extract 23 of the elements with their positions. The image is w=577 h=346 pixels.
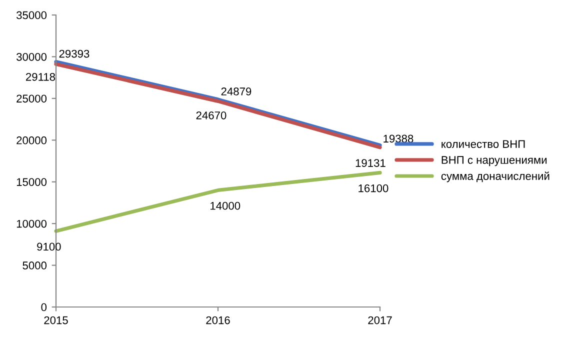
data-label: 19388 <box>384 134 414 143</box>
legend-label: сумма доначислений <box>441 172 550 182</box>
y-tick-label: 30000 <box>16 52 47 61</box>
legend-label: количество ВНП <box>442 140 525 148</box>
y-tick-label: 10000 <box>16 220 47 228</box>
y-tick-label: 20000 <box>16 136 47 144</box>
data-label: 9100 <box>37 242 61 251</box>
legend-label: ВНП с нарушениями <box>442 156 547 166</box>
y-tick-label: 15000 <box>16 178 47 186</box>
data-label: 29393 <box>59 50 90 58</box>
y-tick-label: 35000 <box>16 11 47 20</box>
y-tick-label: 5000 <box>22 262 47 270</box>
y-tick-label: 0 <box>41 303 47 312</box>
data-label: 24879 <box>221 88 252 96</box>
x-tick-label: 2017 <box>368 316 392 324</box>
y-tick-label: 25000 <box>16 94 47 103</box>
data-label: 14000 <box>210 202 240 210</box>
data-label: 16100 <box>358 184 388 192</box>
x-tick-label: 2016 <box>206 316 230 324</box>
data-label: 29118 <box>26 72 56 81</box>
x-tick-label: 2015 <box>44 316 68 324</box>
data-label: 19131 <box>356 159 386 167</box>
data-label: 24670 <box>196 111 226 120</box>
